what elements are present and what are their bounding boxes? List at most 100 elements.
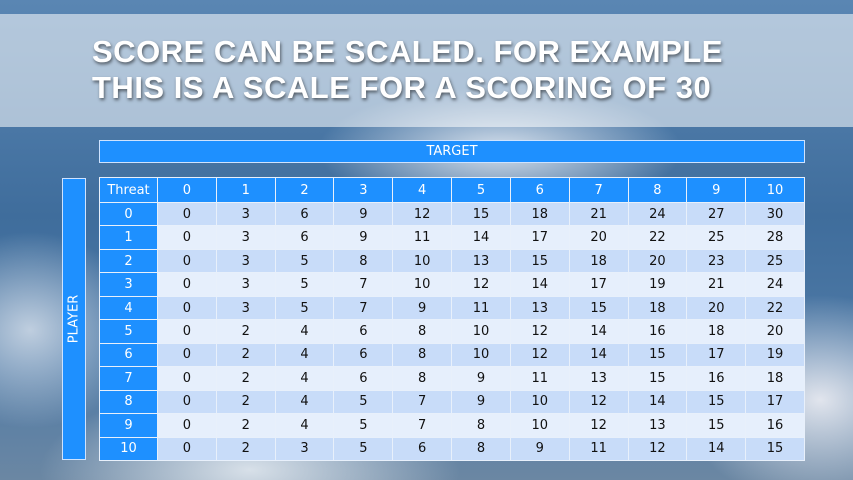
- corner-cell: Threat: [99, 177, 158, 203]
- table-cell: 9: [509, 436, 570, 462]
- table-cell: 9: [333, 201, 394, 227]
- column-header: 4: [392, 177, 453, 203]
- row-header: 6: [99, 342, 158, 368]
- table-cell: 5: [274, 272, 335, 297]
- column-header: 5: [451, 177, 511, 203]
- target-header: TARGET: [99, 140, 805, 163]
- table-cell: 24: [745, 272, 805, 297]
- slide-title: SCORE CAN BE SCALED. FOR EXAMPLE THIS IS…: [92, 34, 723, 106]
- table-cell: 10: [392, 272, 453, 297]
- table-cell: 0: [157, 201, 217, 227]
- player-label: PLAYER: [66, 294, 82, 344]
- table-cell: 6: [392, 436, 453, 462]
- table-cell: 12: [627, 436, 688, 462]
- table-cell: 0: [157, 436, 217, 462]
- table-cell: 4: [274, 366, 335, 391]
- table-cell: 17: [568, 272, 629, 297]
- table-cell: 28: [745, 225, 805, 250]
- table-cell: 16: [745, 413, 805, 438]
- table-cell: 12: [568, 389, 629, 415]
- table-cell: 16: [627, 319, 688, 344]
- table-cell: 5: [333, 413, 394, 438]
- column-header: 9: [686, 177, 747, 203]
- table-cell: 14: [568, 319, 629, 344]
- table-cell: 3: [215, 272, 276, 297]
- table-cell: 17: [686, 342, 747, 368]
- table-cell: 2: [215, 342, 276, 368]
- row-header: 4: [99, 295, 158, 321]
- row-header: 3: [99, 272, 158, 297]
- table-cell: 15: [509, 248, 570, 274]
- table-cell: 0: [157, 319, 217, 344]
- table-cell: 21: [568, 201, 629, 227]
- table-cell: 15: [451, 201, 511, 227]
- table-cell: 3: [274, 436, 335, 462]
- table-cell: 5: [333, 389, 394, 415]
- table-cell: 15: [627, 342, 688, 368]
- table-cell: 3: [215, 201, 276, 227]
- row-header: 2: [99, 248, 158, 274]
- table-row: 7 0 2 4 6 8 9 11 13 15 16 18: [99, 366, 805, 391]
- table-cell: 4: [274, 319, 335, 344]
- table-cell: 12: [509, 342, 570, 368]
- table-cell: 3: [215, 248, 276, 274]
- table-cell: 10: [392, 248, 453, 274]
- table-cell: 8: [392, 366, 453, 391]
- table-cell: 22: [627, 225, 688, 250]
- table-cell: 16: [686, 366, 747, 391]
- table-cell: 18: [686, 319, 747, 344]
- table-cell: 15: [686, 413, 747, 438]
- table-cell: 11: [392, 225, 453, 250]
- table-cell: 9: [451, 366, 511, 391]
- table-cell: 2: [215, 413, 276, 438]
- table-cell: 12: [451, 272, 511, 297]
- table-cell: 0: [157, 413, 217, 438]
- table-cell: 10: [509, 413, 570, 438]
- row-header: 8: [99, 389, 158, 415]
- table-cell: 0: [157, 366, 217, 391]
- table-cell: 7: [392, 389, 453, 415]
- table-cell: 2: [215, 436, 276, 462]
- table-cell: 25: [745, 248, 805, 274]
- table-cell: 10: [451, 342, 511, 368]
- title-band: [0, 14, 853, 127]
- table-cell: 7: [392, 413, 453, 438]
- table-cell: 12: [392, 201, 453, 227]
- table-cell: 18: [568, 248, 629, 274]
- table-cell: 15: [568, 295, 629, 321]
- table-cell: 0: [157, 248, 217, 274]
- row-header: 10: [99, 436, 158, 462]
- table-cell: 30: [745, 201, 805, 227]
- table-cell: 5: [274, 295, 335, 321]
- table-row: 3 0 3 5 7 10 12 14 17 19 21 24: [99, 272, 805, 297]
- table-cell: 13: [509, 295, 570, 321]
- row-header: 9: [99, 413, 158, 438]
- table-cell: 8: [392, 342, 453, 368]
- table-cell: 20: [627, 248, 688, 274]
- table-cell: 14: [568, 342, 629, 368]
- player-header: PLAYER: [62, 178, 86, 460]
- table-row: 6 0 2 4 6 8 10 12 14 15 17 19: [99, 342, 805, 368]
- table-cell: 2: [215, 389, 276, 415]
- table-cell: 9: [451, 389, 511, 415]
- table-row: 2 0 3 5 8 10 13 15 18 20 23 25: [99, 248, 805, 274]
- table-cell: 9: [392, 295, 453, 321]
- column-header: 1: [215, 177, 276, 203]
- table-cell: 24: [627, 201, 688, 227]
- table-cell: 17: [745, 389, 805, 415]
- table-cell: 23: [686, 248, 747, 274]
- table-row: 4 0 3 5 7 9 11 13 15 18 20 22: [99, 295, 805, 321]
- table-cell: 14: [627, 389, 688, 415]
- table-cell: 22: [745, 295, 805, 321]
- table-cell: 3: [215, 295, 276, 321]
- table-row: 5 0 2 4 6 8 10 12 14 16 18 20: [99, 319, 805, 344]
- table-cell: 19: [627, 272, 688, 297]
- table-cell: 0: [157, 342, 217, 368]
- table-cell: 7: [333, 272, 394, 297]
- table-cell: 11: [509, 366, 570, 391]
- row-header: 0: [99, 201, 158, 227]
- score-scale-table: Threat 0 1 2 3 4 5 6 7 8 9 10 0 0 3 6 9 12 15 18 21 24 27 30 1…: [99, 177, 805, 462]
- table-cell: 8: [451, 436, 511, 462]
- row-header: 5: [99, 319, 158, 344]
- table-cell: 13: [568, 366, 629, 391]
